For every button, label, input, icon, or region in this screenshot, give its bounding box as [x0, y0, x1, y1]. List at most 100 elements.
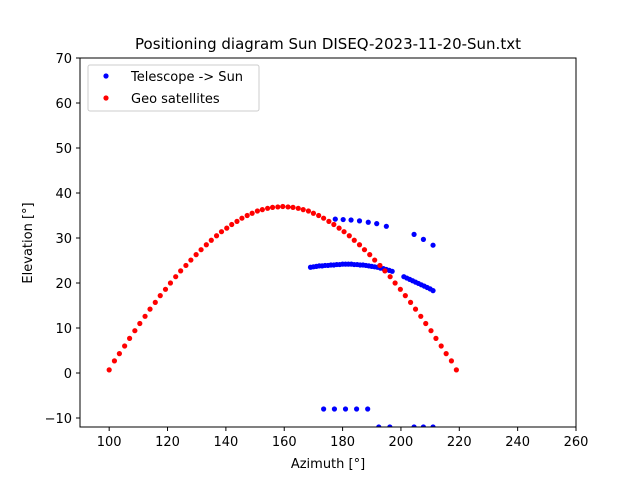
x-tick-label: 260	[564, 435, 589, 450]
geo-satellite-point	[198, 247, 204, 253]
geo-satellite-point	[162, 286, 169, 292]
geo-satellite-point	[295, 205, 301, 211]
geo-satellite-point	[346, 233, 352, 239]
geo-satellite-point	[167, 280, 174, 286]
geo-satellite-point	[316, 212, 322, 219]
geo-satellite-point	[402, 293, 408, 299]
geo-satellite-point	[331, 221, 337, 228]
telescope-point	[348, 217, 354, 223]
geo-satellite-point	[428, 328, 434, 334]
geo-satellite-point	[203, 242, 209, 248]
legend-frame	[87, 64, 260, 112]
telescope-point	[383, 223, 389, 229]
geo-satellite-point	[249, 210, 255, 216]
x-tick-label: 100	[97, 435, 122, 450]
geo-satellite-point	[423, 320, 429, 327]
legend-marker-geo	[103, 95, 109, 101]
x-tick-label: 160	[272, 435, 297, 450]
x-tick-label: 180	[330, 435, 355, 450]
geo-satellite-point	[122, 343, 128, 349]
geo-satellite-point	[397, 286, 403, 292]
axes: 100 120 140 160 180 200 220 240 260 −10 0 10 20 30 40 5…	[45, 52, 589, 450]
x-tick-label: 120	[155, 435, 180, 450]
geo-satellite-point	[367, 252, 373, 258]
telescope-point	[342, 406, 349, 412]
y-tick-label: −10	[45, 412, 72, 427]
y-axis-label: Elevation [°]	[21, 202, 36, 283]
x-tick-label: 140	[213, 435, 238, 450]
legend-label-geo: Geo satellites	[131, 92, 220, 107]
geo-satellite-point	[152, 299, 158, 305]
geo-satellite-point	[259, 207, 265, 213]
geo-satellite-point	[290, 204, 296, 210]
x-tick-label: 220	[447, 435, 472, 450]
geo-satellite-point	[157, 293, 163, 299]
geo-satellite-point	[448, 358, 455, 364]
telescope-point	[411, 424, 417, 427]
geo-satellite-point	[239, 215, 245, 221]
geo-satellite-point	[137, 320, 143, 327]
geo-satellite-point	[321, 215, 327, 221]
geo-satellite-point	[418, 313, 424, 319]
geo-satellite-point	[142, 313, 148, 319]
geo-satellite-point	[234, 218, 240, 224]
telescope-point	[411, 231, 417, 237]
geo-satellite-point	[213, 233, 220, 239]
geo-satellite-point	[382, 268, 388, 274]
geo-satellite-point	[218, 229, 225, 235]
geo-satellite-point	[310, 210, 317, 216]
geo-satellite-point	[392, 280, 398, 286]
telescope-point	[376, 424, 382, 427]
geo-satellite-point	[275, 204, 281, 210]
geo-satellite-point	[453, 367, 459, 373]
geo-satellite-point	[300, 207, 306, 213]
telescope-point	[365, 219, 371, 225]
telescope-point	[321, 406, 327, 412]
telescope-point	[389, 268, 395, 274]
geo-satellite-point	[433, 335, 439, 341]
axes-frame	[79, 57, 577, 428]
geo-satellite-point	[412, 306, 419, 312]
geo-satellite-point	[372, 257, 378, 263]
y-tick-label: 50	[55, 142, 72, 157]
telescope-point	[430, 242, 436, 248]
geo-satellite-point	[265, 205, 271, 211]
geo-satellite-point	[111, 358, 118, 364]
x-tick-label: 240	[505, 435, 530, 450]
geo-satellite-point	[377, 262, 383, 269]
geo-satellite-point	[443, 351, 449, 357]
geo-satellite-point	[229, 221, 235, 228]
geo-satellite-point	[116, 351, 122, 357]
geo-satellite-point	[305, 208, 312, 214]
geo-satellite-point	[147, 306, 153, 312]
telescope-point	[365, 406, 371, 412]
geo-satellite-point	[127, 335, 133, 341]
geo-satellite-point	[351, 237, 357, 243]
telescope-point	[332, 216, 338, 222]
x-axis-label: Azimuth [°]	[291, 457, 365, 472]
telescope-point	[353, 406, 360, 412]
telescope-point	[331, 406, 338, 412]
geo-satellite-point	[269, 204, 276, 210]
y-tick-label: 10	[55, 322, 72, 337]
y-tick-label: 0	[64, 367, 72, 382]
geo-satellite-point	[336, 225, 342, 231]
geo-satellite-point	[326, 218, 332, 224]
legend-marker-telescope	[103, 73, 109, 79]
telescope-point	[420, 424, 427, 427]
geo-satellite-point	[188, 257, 194, 263]
y-tick-label: 20	[55, 277, 72, 292]
legend-label-telescope: Telescope -> Sun	[130, 70, 243, 85]
geo-satellite-point	[254, 208, 260, 214]
geo-satellite-point	[407, 299, 414, 305]
y-tick-label: 30	[55, 232, 72, 247]
chart-title: Positioning diagram Sun DISEQ-2023-11-20…	[135, 35, 521, 53]
geo-satellite-point	[285, 204, 291, 210]
plot-area	[106, 203, 459, 427]
telescope-point	[356, 218, 363, 224]
geo-satellite-point	[224, 225, 230, 231]
geo-satellite-point	[208, 237, 214, 243]
legend: Telescope -> Sun Geo satellites	[87, 64, 260, 112]
geo-satellite-point	[244, 212, 250, 219]
telescope-point	[374, 221, 380, 227]
